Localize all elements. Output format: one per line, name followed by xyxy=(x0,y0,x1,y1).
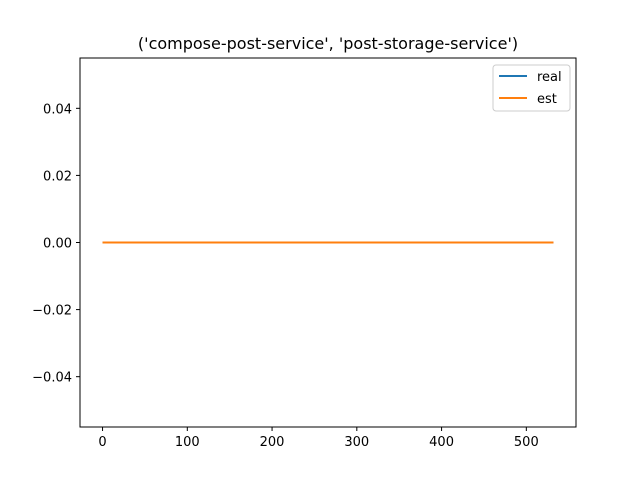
legend: real est xyxy=(492,64,571,112)
chart-title: ('compose-post-service', 'post-storage-s… xyxy=(138,34,518,53)
x-tick-label: 0 xyxy=(98,435,106,450)
legend-label-est: est xyxy=(537,92,557,107)
y-tick-label: −0.02 xyxy=(32,304,72,319)
x-tick-label: 300 xyxy=(344,435,369,450)
legend-label-real: real xyxy=(537,70,562,85)
x-tick-label: 400 xyxy=(429,435,454,450)
x-tick-label: 100 xyxy=(175,435,200,450)
ticks-layer: 0 100 200 300 400 500 −0.04 −0.02 0.00 0.02 0.04 xyxy=(32,102,539,450)
y-tick-label: 0.00 xyxy=(43,237,72,252)
y-tick-label: −0.04 xyxy=(32,371,72,386)
y-tick-label: 0.04 xyxy=(43,102,72,117)
y-tick-label: 0.02 xyxy=(43,169,72,184)
plot-frame xyxy=(79,57,577,428)
x-tick-label: 500 xyxy=(514,435,539,450)
x-tick-label: 200 xyxy=(260,435,285,450)
